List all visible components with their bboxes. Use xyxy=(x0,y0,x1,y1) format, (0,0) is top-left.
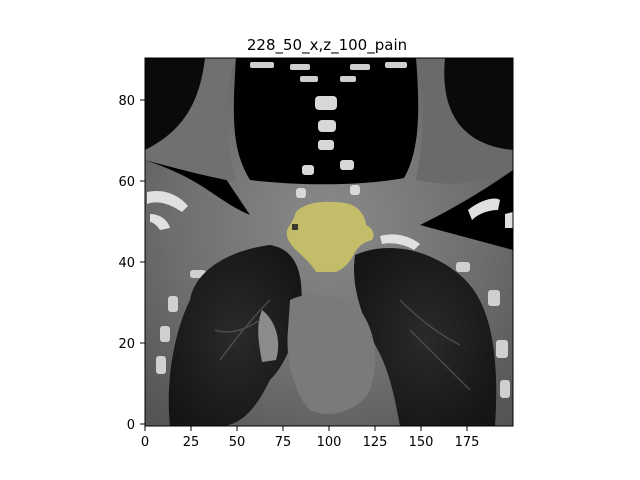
x-tick-label: 0 xyxy=(141,435,149,450)
clavicles xyxy=(147,190,513,250)
y-tick-label: 80 xyxy=(118,94,135,109)
x-tick-label: 25 xyxy=(183,435,200,450)
figure-title: 228_50_x,z_100_pain xyxy=(247,36,407,55)
y-tick-label: 0 xyxy=(127,418,135,433)
ct-image xyxy=(145,58,513,426)
y-tick-label: 40 xyxy=(118,256,135,271)
y-tick-label: 60 xyxy=(118,175,135,190)
x-tick-label: 100 xyxy=(317,435,342,450)
x-tick-label: 125 xyxy=(363,435,388,450)
y-axis: 0 20 40 60 80 xyxy=(118,94,145,433)
x-axis: 0 25 50 75 100 125 150 175 xyxy=(141,426,480,450)
x-tick-label: 75 xyxy=(275,435,292,450)
mediastinum xyxy=(287,294,376,414)
highlight-region xyxy=(286,201,374,272)
left-lung xyxy=(168,245,302,426)
x-tick-label: 150 xyxy=(409,435,434,450)
y-tick-label: 20 xyxy=(118,337,135,352)
spine xyxy=(296,96,360,198)
x-tick-label: 175 xyxy=(455,435,480,450)
x-tick-label: 50 xyxy=(229,435,246,450)
